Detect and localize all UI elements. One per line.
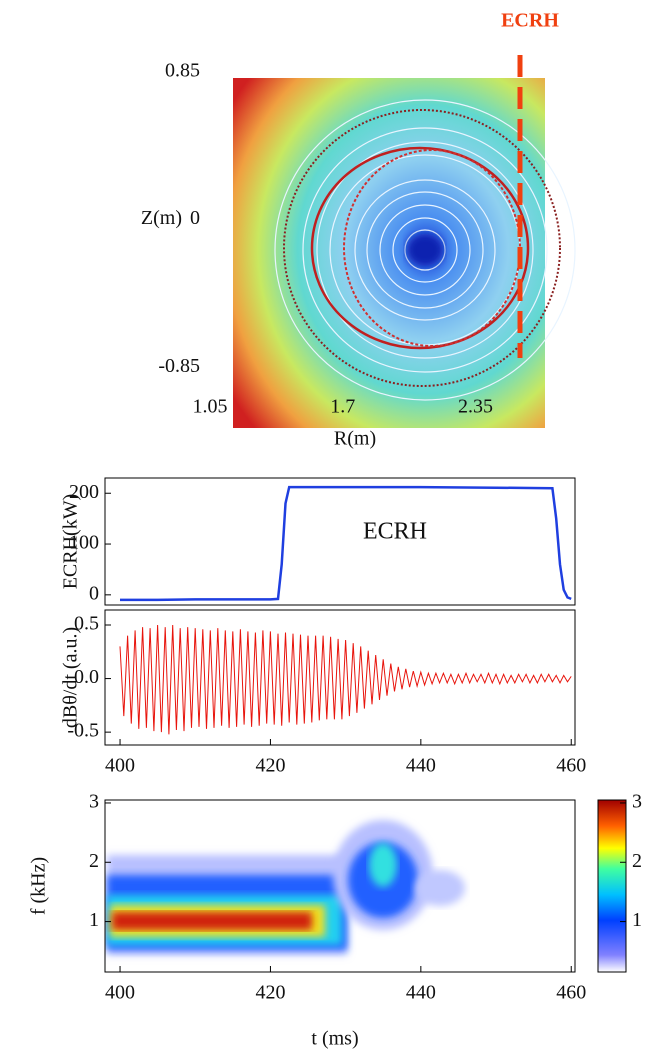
colorbar-tick-label: 2 xyxy=(632,850,642,872)
plot-frame xyxy=(104,477,576,606)
y-axis-label: Z(m) xyxy=(141,207,182,229)
data-line xyxy=(120,485,572,602)
y-tick-label: 200 xyxy=(69,481,99,503)
y-tick-label: 0.5 xyxy=(74,613,99,635)
colorbar-tick-label: 3 xyxy=(632,791,642,813)
x-tick-label: 420 xyxy=(255,755,285,777)
x-axis-label: t (ms) xyxy=(311,1028,358,1050)
y-tick-label: 0 xyxy=(190,207,200,229)
x-tick-label: 1.05 xyxy=(193,396,228,418)
y-tick-label: 0.85 xyxy=(165,60,200,82)
x-tick-label: 440 xyxy=(406,982,436,1004)
y-tick-label: 100 xyxy=(69,532,99,554)
annotation: ECRH xyxy=(363,519,427,545)
x-tick-label: 420 xyxy=(255,982,285,1004)
plot-frame xyxy=(104,609,576,746)
y-tick-label: -0.5 xyxy=(67,720,99,742)
x-tick-label: 400 xyxy=(105,755,135,777)
x-tick-label: 1.7 xyxy=(330,396,355,418)
x-tick-label: 460 xyxy=(556,982,586,1004)
x-axis-label: R(m) xyxy=(334,428,376,450)
y-tick-label: 1 xyxy=(89,909,99,931)
y-tick-label: 0 xyxy=(89,582,99,604)
y-tick-label: 2 xyxy=(89,850,99,872)
y-tick-label: 0.0 xyxy=(74,666,99,688)
x-tick-label: 440 xyxy=(406,755,436,777)
y-axis-label: dBθ/dt (a.u.) xyxy=(60,627,82,728)
y-tick-label: -0.85 xyxy=(158,355,200,377)
plot-frame xyxy=(104,799,576,973)
poincare-image xyxy=(233,78,576,428)
annotation: ECRH xyxy=(501,10,559,32)
x-tick-label: 2.35 xyxy=(458,396,493,418)
y-tick-label: 3 xyxy=(89,791,99,813)
y-axis-label: ECRH(kW) xyxy=(60,494,82,590)
data-line xyxy=(119,624,572,735)
colorbar-tick-label: 1 xyxy=(632,909,642,931)
y-axis-label: f (kHz) xyxy=(28,857,50,915)
x-tick-label: 460 xyxy=(556,755,586,777)
x-tick-label: 400 xyxy=(105,982,135,1004)
spectrogram-image xyxy=(107,799,627,973)
